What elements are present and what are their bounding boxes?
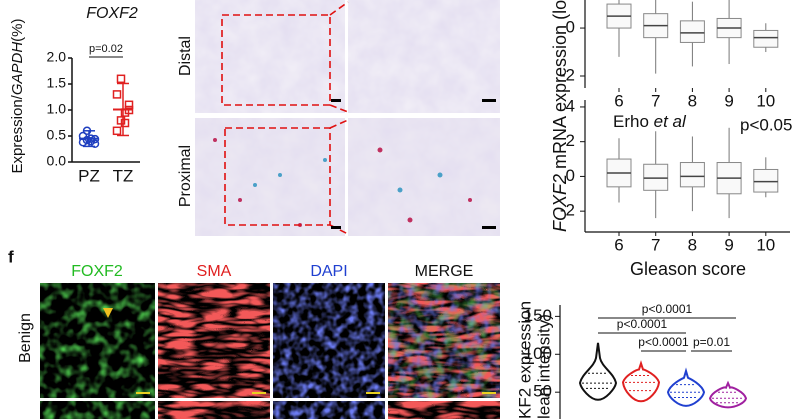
x-tick-label: 9 xyxy=(724,235,733,254)
y-tick-label: 2 xyxy=(566,131,575,150)
y-tick-label: -2 xyxy=(560,65,575,84)
violin xyxy=(621,360,661,403)
violin xyxy=(666,367,706,407)
y-tick-label: 2.0 xyxy=(47,49,67,65)
data-point xyxy=(120,118,130,128)
x-tick-label: TZ xyxy=(113,166,134,185)
box xyxy=(643,163,669,191)
text-part: Expression/ xyxy=(9,94,26,173)
channel-label: DAPI xyxy=(310,263,347,280)
x-tick-label: 10 xyxy=(756,235,775,254)
text-part: (%) xyxy=(9,18,26,41)
violin xyxy=(708,380,748,409)
y-tick-label: 100 xyxy=(524,344,552,363)
data-point xyxy=(112,126,122,136)
y-axis-label: FOXF2 mRNA expression (lo xyxy=(550,0,570,232)
text-part: et al xyxy=(654,112,687,131)
data-point xyxy=(112,90,122,99)
channel-label: FOXF2 xyxy=(71,263,123,280)
y-tick-label: 0.5 xyxy=(47,127,67,143)
text-part: mRNA expression (lo xyxy=(550,0,570,174)
channel-label: MERGE xyxy=(415,263,474,280)
y-tick-label: 1.5 xyxy=(47,75,67,91)
p-value: p<0.0001 xyxy=(638,335,689,349)
y-axis-label: Expression/GAPDH(%) xyxy=(9,18,26,173)
p-value: p=0.02 xyxy=(89,43,123,55)
x-tick-label: 9 xyxy=(724,91,733,110)
x-tick-label: 7 xyxy=(651,235,660,254)
y-tick-label: 0 xyxy=(566,166,575,185)
y-tick-label: 150 xyxy=(524,306,552,325)
x-tick-label: PZ xyxy=(78,166,100,185)
channel-label: SMA xyxy=(197,263,232,280)
text-part: Erho xyxy=(613,112,654,131)
panel-letter: f xyxy=(8,247,14,266)
y-tick-label: -2 xyxy=(560,201,575,220)
p-value: p=0.01 xyxy=(693,335,730,349)
row-label: Benign xyxy=(17,313,34,363)
x-tick-label: 6 xyxy=(614,91,623,110)
x-axis-label: Gleason score xyxy=(630,259,746,279)
y-axis-label: KF2 expression xyxy=(515,301,534,419)
x-tick-label: 8 xyxy=(688,235,697,254)
x-tick-label: 10 xyxy=(756,91,775,110)
text-part: FOXF2 xyxy=(550,174,570,232)
y-tick-label: 1.0 xyxy=(47,101,67,117)
chart-title: FOXF2 xyxy=(86,5,138,22)
data-point xyxy=(116,74,126,84)
data-point xyxy=(124,100,134,110)
box xyxy=(679,162,705,188)
fluorescence-images xyxy=(40,283,500,419)
histology-images xyxy=(195,0,500,236)
p-value: p<0.0001 xyxy=(642,302,693,316)
x-tick-label: 8 xyxy=(688,91,697,110)
y-tick-label: 0.0 xyxy=(47,153,67,169)
box xyxy=(753,168,779,193)
y-axis-label: lean intensity) xyxy=(534,314,553,419)
text-part: GAPDH xyxy=(9,42,26,96)
p-value: p<0.05 xyxy=(740,115,792,134)
image-label: Proximal xyxy=(177,145,194,207)
x-tick-label: 6 xyxy=(614,235,623,254)
annotation: Erho et al xyxy=(613,112,687,131)
box xyxy=(753,29,779,48)
y-tick-label: 50 xyxy=(533,382,552,401)
p-value: p<0.0001 xyxy=(617,317,668,331)
image-label: Distal xyxy=(177,36,194,76)
violin xyxy=(578,342,618,401)
y-tick-label: 0 xyxy=(566,18,575,37)
box xyxy=(679,20,705,43)
y-tick-label: 4 xyxy=(566,96,575,115)
x-tick-label: 7 xyxy=(651,91,660,110)
